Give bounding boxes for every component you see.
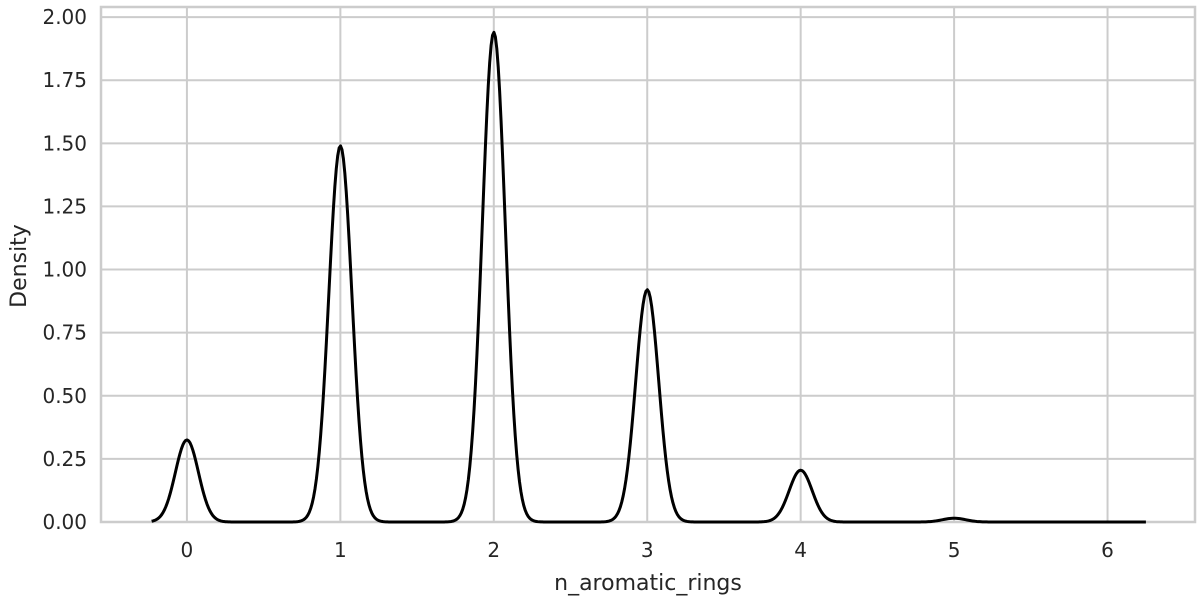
- x-tick-label: 3: [641, 538, 654, 562]
- y-tick-label: 0.00: [42, 510, 87, 534]
- y-tick-label: 1.00: [42, 258, 87, 282]
- y-tick-label: 0.25: [42, 447, 87, 471]
- y-tick-label: 0.50: [42, 384, 87, 408]
- x-tick-label: 4: [794, 538, 807, 562]
- x-tick-label: 0: [181, 538, 194, 562]
- x-tick-label: 1: [334, 538, 347, 562]
- y-tick-label: 1.50: [42, 131, 87, 155]
- density-curve: [151, 30, 1146, 524]
- y-axis-label: Density: [7, 224, 32, 308]
- x-axis-ticks: 0 1 2 3 4 5 6: [181, 538, 1114, 562]
- plot-frame: [99, 5, 1197, 524]
- x-tick-label: 5: [948, 538, 961, 562]
- grid: [101, 7, 1195, 523]
- x-tick-label: 2: [487, 538, 500, 562]
- x-tick-label: 6: [1101, 538, 1114, 562]
- x-axis-label: n_aromatic_rings: [554, 571, 742, 596]
- y-axis-ticks: 0.00 0.25 0.50 0.75 1.00 1.25 1.50 1.75 2.00: [42, 5, 87, 534]
- y-tick-label: 0.75: [42, 321, 87, 345]
- y-tick-label: 1.25: [42, 194, 87, 218]
- y-tick-label: 1.75: [42, 68, 87, 92]
- y-tick-label: 2.00: [42, 5, 87, 29]
